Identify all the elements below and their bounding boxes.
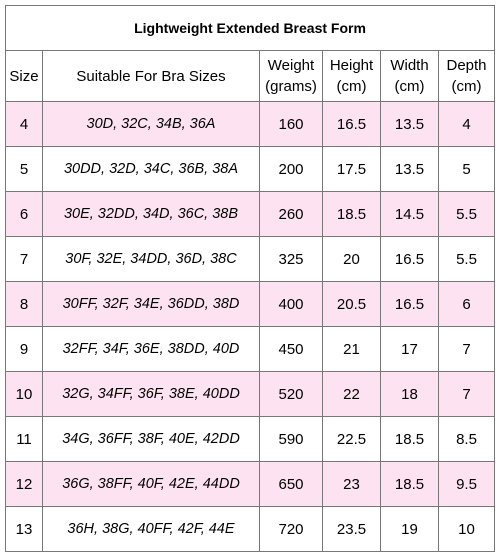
- cell-bra-sizes: 30FF, 32F, 34E, 36DD, 38D: [42, 281, 260, 327]
- header-size: Size: [5, 50, 43, 102]
- cell-width: 18.5: [380, 416, 439, 462]
- header-depth: Depth (cm): [437, 50, 496, 102]
- cell-depth: 4: [437, 101, 496, 147]
- header-bra-sizes: Suitable For Bra Sizes: [42, 50, 260, 102]
- table-row: 7 30F, 32E, 34DD, 36D, 38C 325 20 16.5 5…: [5, 236, 496, 282]
- cell-height: 22: [322, 371, 381, 417]
- cell-bra-sizes: 30D, 32C, 34B, 36A: [42, 101, 260, 147]
- cell-width: 18: [380, 371, 439, 417]
- cell-depth: 5.5: [437, 236, 496, 282]
- header-width: Width (cm): [380, 50, 439, 102]
- cell-depth: 7: [437, 326, 496, 372]
- cell-size: 10: [5, 371, 43, 417]
- cell-height: 22.5: [322, 416, 381, 462]
- cell-depth: 6: [437, 281, 496, 327]
- cell-height: 20.5: [322, 281, 381, 327]
- cell-size: 7: [5, 236, 43, 282]
- table-row: 11 34G, 36FF, 38F, 40E, 42DD 590 22.5 18…: [5, 416, 496, 462]
- cell-height: 23: [322, 461, 381, 507]
- header-height-line2: (cm): [336, 78, 367, 95]
- cell-depth: 8.5: [437, 416, 496, 462]
- cell-weight: 720: [259, 506, 323, 552]
- cell-size: 6: [5, 191, 43, 237]
- cell-bra-sizes: 36H, 38G, 40FF, 42F, 44E: [42, 506, 260, 552]
- cell-width: 16.5: [380, 236, 439, 282]
- cell-height: 23.5: [322, 506, 381, 552]
- cell-depth: 9.5: [437, 461, 496, 507]
- cell-height: 20: [322, 236, 381, 282]
- header-width-line2: (cm): [394, 78, 425, 95]
- cell-weight: 260: [259, 191, 323, 237]
- cell-depth: 5: [437, 146, 496, 192]
- cell-weight: 590: [259, 416, 323, 462]
- cell-size: 8: [5, 281, 43, 327]
- cell-bra-sizes: 32G, 34FF, 36F, 38E, 40DD: [42, 371, 260, 417]
- cell-size: 12: [5, 461, 43, 507]
- cell-width: 18.5: [380, 461, 439, 507]
- title-row: Lightweight Extended Breast Form: [4, 5, 496, 51]
- cell-weight: 450: [259, 326, 323, 372]
- size-chart: Lightweight Extended Breast Form Size Su…: [4, 5, 496, 552]
- cell-weight: 520: [259, 371, 323, 417]
- table-row: 9 32FF, 34F, 36E, 38DD, 40D 450 21 17 7: [5, 326, 496, 372]
- cell-size: 4: [5, 101, 43, 147]
- table-row: 4 30D, 32C, 34B, 36A 160 16.5 13.5 4: [5, 101, 496, 147]
- cell-width: 14.5: [380, 191, 439, 237]
- cell-height: 18.5: [322, 191, 381, 237]
- cell-width: 19: [380, 506, 439, 552]
- cell-bra-sizes: 30F, 32E, 34DD, 36D, 38C: [42, 236, 260, 282]
- table-row: 5 30DD, 32D, 34C, 36B, 38A 200 17.5 13.5…: [5, 146, 496, 192]
- table-row: 10 32G, 34FF, 36F, 38E, 40DD 520 22 18 7: [5, 371, 496, 417]
- header-weight: Weight (grams): [259, 50, 323, 102]
- table-title: Lightweight Extended Breast Form: [4, 5, 496, 51]
- cell-depth: 10: [437, 506, 496, 552]
- cell-bra-sizes: 30DD, 32D, 34C, 36B, 38A: [42, 146, 260, 192]
- header-height: Height (cm): [322, 50, 381, 102]
- header-width-line1: Width: [390, 57, 429, 74]
- cell-depth: 5.5: [437, 191, 496, 237]
- header-weight-line2: (grams): [265, 78, 317, 95]
- table-row: 12 36G, 38FF, 40F, 42E, 44DD 650 23 18.5…: [5, 461, 496, 507]
- table-row: 6 30E, 32DD, 34D, 36C, 38B 260 18.5 14.5…: [5, 191, 496, 237]
- cell-height: 17.5: [322, 146, 381, 192]
- cell-width: 13.5: [380, 101, 439, 147]
- cell-depth: 7: [437, 371, 496, 417]
- header-depth-line1: Depth: [446, 57, 487, 74]
- cell-size: 13: [5, 506, 43, 552]
- header-depth-line2: (cm): [451, 78, 482, 95]
- cell-bra-sizes: 36G, 38FF, 40F, 42E, 44DD: [42, 461, 260, 507]
- cell-weight: 160: [259, 101, 323, 147]
- header-row: Size Suitable For Bra Sizes Weight (grams…: [5, 50, 496, 102]
- cell-weight: 400: [259, 281, 323, 327]
- cell-size: 11: [5, 416, 43, 462]
- cell-size: 9: [5, 326, 43, 372]
- cell-weight: 325: [259, 236, 323, 282]
- cell-weight: 200: [259, 146, 323, 192]
- cell-weight: 650: [259, 461, 323, 507]
- cell-width: 16.5: [380, 281, 439, 327]
- table-row: 8 30FF, 32F, 34E, 36DD, 38D 400 20.5 16.…: [5, 281, 496, 327]
- cell-size: 5: [5, 146, 43, 192]
- cell-width: 17: [380, 326, 439, 372]
- header-weight-line1: Weight: [267, 57, 315, 74]
- cell-bra-sizes: 30E, 32DD, 34D, 36C, 38B: [42, 191, 260, 237]
- cell-bra-sizes: 32FF, 34F, 36E, 38DD, 40D: [42, 326, 260, 372]
- breast-form-size-table: Lightweight Extended Breast Form Size Su…: [4, 5, 496, 552]
- cell-height: 21: [322, 326, 381, 372]
- header-height-line1: Height: [329, 57, 374, 74]
- table-row: 13 36H, 38G, 40FF, 42F, 44E 720 23.5 19 …: [5, 506, 496, 552]
- cell-bra-sizes: 34G, 36FF, 38F, 40E, 42DD: [42, 416, 260, 462]
- cell-height: 16.5: [322, 101, 381, 147]
- cell-width: 13.5: [380, 146, 439, 192]
